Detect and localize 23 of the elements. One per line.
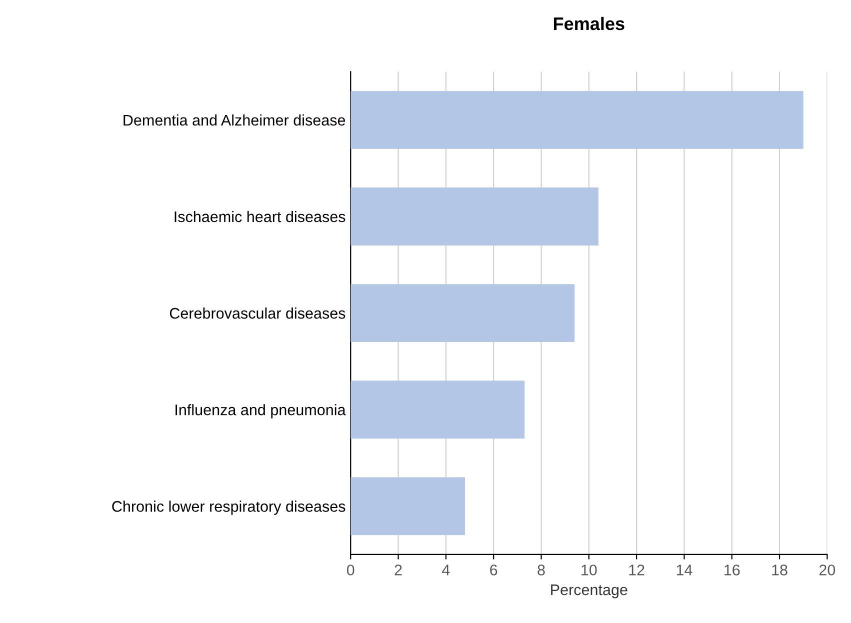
- bar: [350, 188, 598, 246]
- x-tick-label: 12: [629, 564, 644, 576]
- x-tick-label: 16: [724, 564, 740, 576]
- x-tick-label: 20: [819, 564, 836, 576]
- x-tick-label: 8: [538, 564, 545, 576]
- y-tick-label: Cerebrovascular diseases: [170, 308, 346, 319]
- y-tick-label: Dementia and Alzheimer disease: [124, 114, 346, 126]
- x-tick-label: 18: [772, 564, 788, 576]
- x-tick-label: 14: [676, 564, 692, 576]
- bar: [350, 284, 575, 342]
- y-tick-label: Chronic lower respiratory diseases: [112, 500, 346, 515]
- y-tick-label: Ischaemic heart diseases: [174, 210, 346, 222]
- x-tick-label: 2: [394, 564, 402, 576]
- x-tick-label: 6: [490, 564, 498, 576]
- x-tick-label: 0: [346, 564, 354, 576]
- bar: [350, 380, 525, 439]
- x-tick-label: 10: [582, 564, 597, 576]
- bar: [350, 90, 804, 149]
- y-tick-label: Influenza and pneumonia: [176, 404, 346, 418]
- x-tick-label: 4: [442, 564, 450, 576]
- x-axis-title: Percentage: [551, 584, 628, 598]
- bar: [350, 477, 465, 536]
- chart-title: Females: [554, 16, 624, 30]
